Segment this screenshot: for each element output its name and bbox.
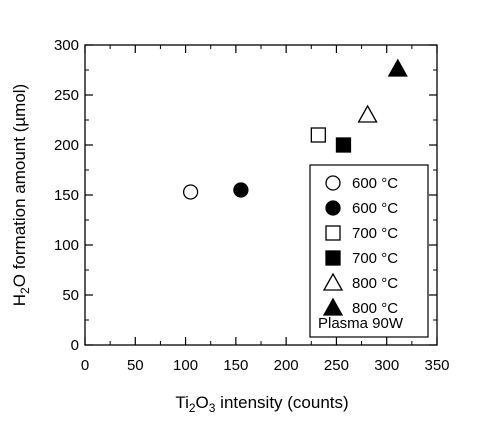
legend: 600 °C 600 °C 700 °C 700 °C 800 °C 800 °C Pla… <box>309 164 429 338</box>
legend-label: 800 °C <box>352 300 398 317</box>
x-tick-label: 200 <box>274 357 299 374</box>
y-tick-label: 200 <box>54 137 79 154</box>
x-tick-label: 300 <box>374 357 399 374</box>
x-tick-label: 250 <box>324 357 349 374</box>
x-tick-label: 50 <box>127 357 144 374</box>
legend-label: 600 °C <box>352 175 398 192</box>
x-axis-title: Ti2O3 intensity (counts) <box>175 393 348 415</box>
y-tick-label: 100 <box>54 237 79 254</box>
legend-label: 600 °C <box>352 200 398 217</box>
y-tick-label: 300 <box>54 37 79 54</box>
axis-ticks <box>84 44 438 346</box>
legend-label: 700 °C <box>352 250 398 267</box>
x-tick-label: 100 <box>173 357 198 374</box>
data-point-square-filled <box>335 137 352 153</box>
data-point-triangle-filled <box>387 58 408 77</box>
legend-marker-circle-filled <box>325 200 341 216</box>
data-points <box>182 58 408 200</box>
legend-marker-square-filled <box>325 250 341 266</box>
data-point-triangle-open <box>357 104 378 123</box>
legend-note: Plasma 90W <box>318 315 404 332</box>
legend-label: 700 °C <box>352 225 398 242</box>
axis-tick-labels: 0 50 100 150 200 250 300 350 0 50 100 150 200 250 300 <box>54 37 450 374</box>
y-tick-label: 0 <box>71 337 79 354</box>
x-tick-label: 350 <box>424 357 449 374</box>
legend-marker-square-open <box>325 225 341 241</box>
data-point-square-open <box>310 127 326 143</box>
legend-marker-triangle-open <box>322 272 344 291</box>
data-point-circle-open <box>182 184 199 200</box>
x-tick-label: 0 <box>81 357 89 374</box>
legend-marker-triangle-filled <box>322 297 344 316</box>
data-point-circle-filled <box>233 182 249 198</box>
y-tick-label: 150 <box>54 187 79 204</box>
legend-marker-circle-open <box>325 175 341 191</box>
y-axis-title: H2O formation amount (µmol) <box>10 84 32 306</box>
y-tick-label: 250 <box>54 87 79 104</box>
legend-label: 800 °C <box>352 275 398 292</box>
y-tick-label: 50 <box>62 287 79 304</box>
x-tick-label: 150 <box>223 357 248 374</box>
